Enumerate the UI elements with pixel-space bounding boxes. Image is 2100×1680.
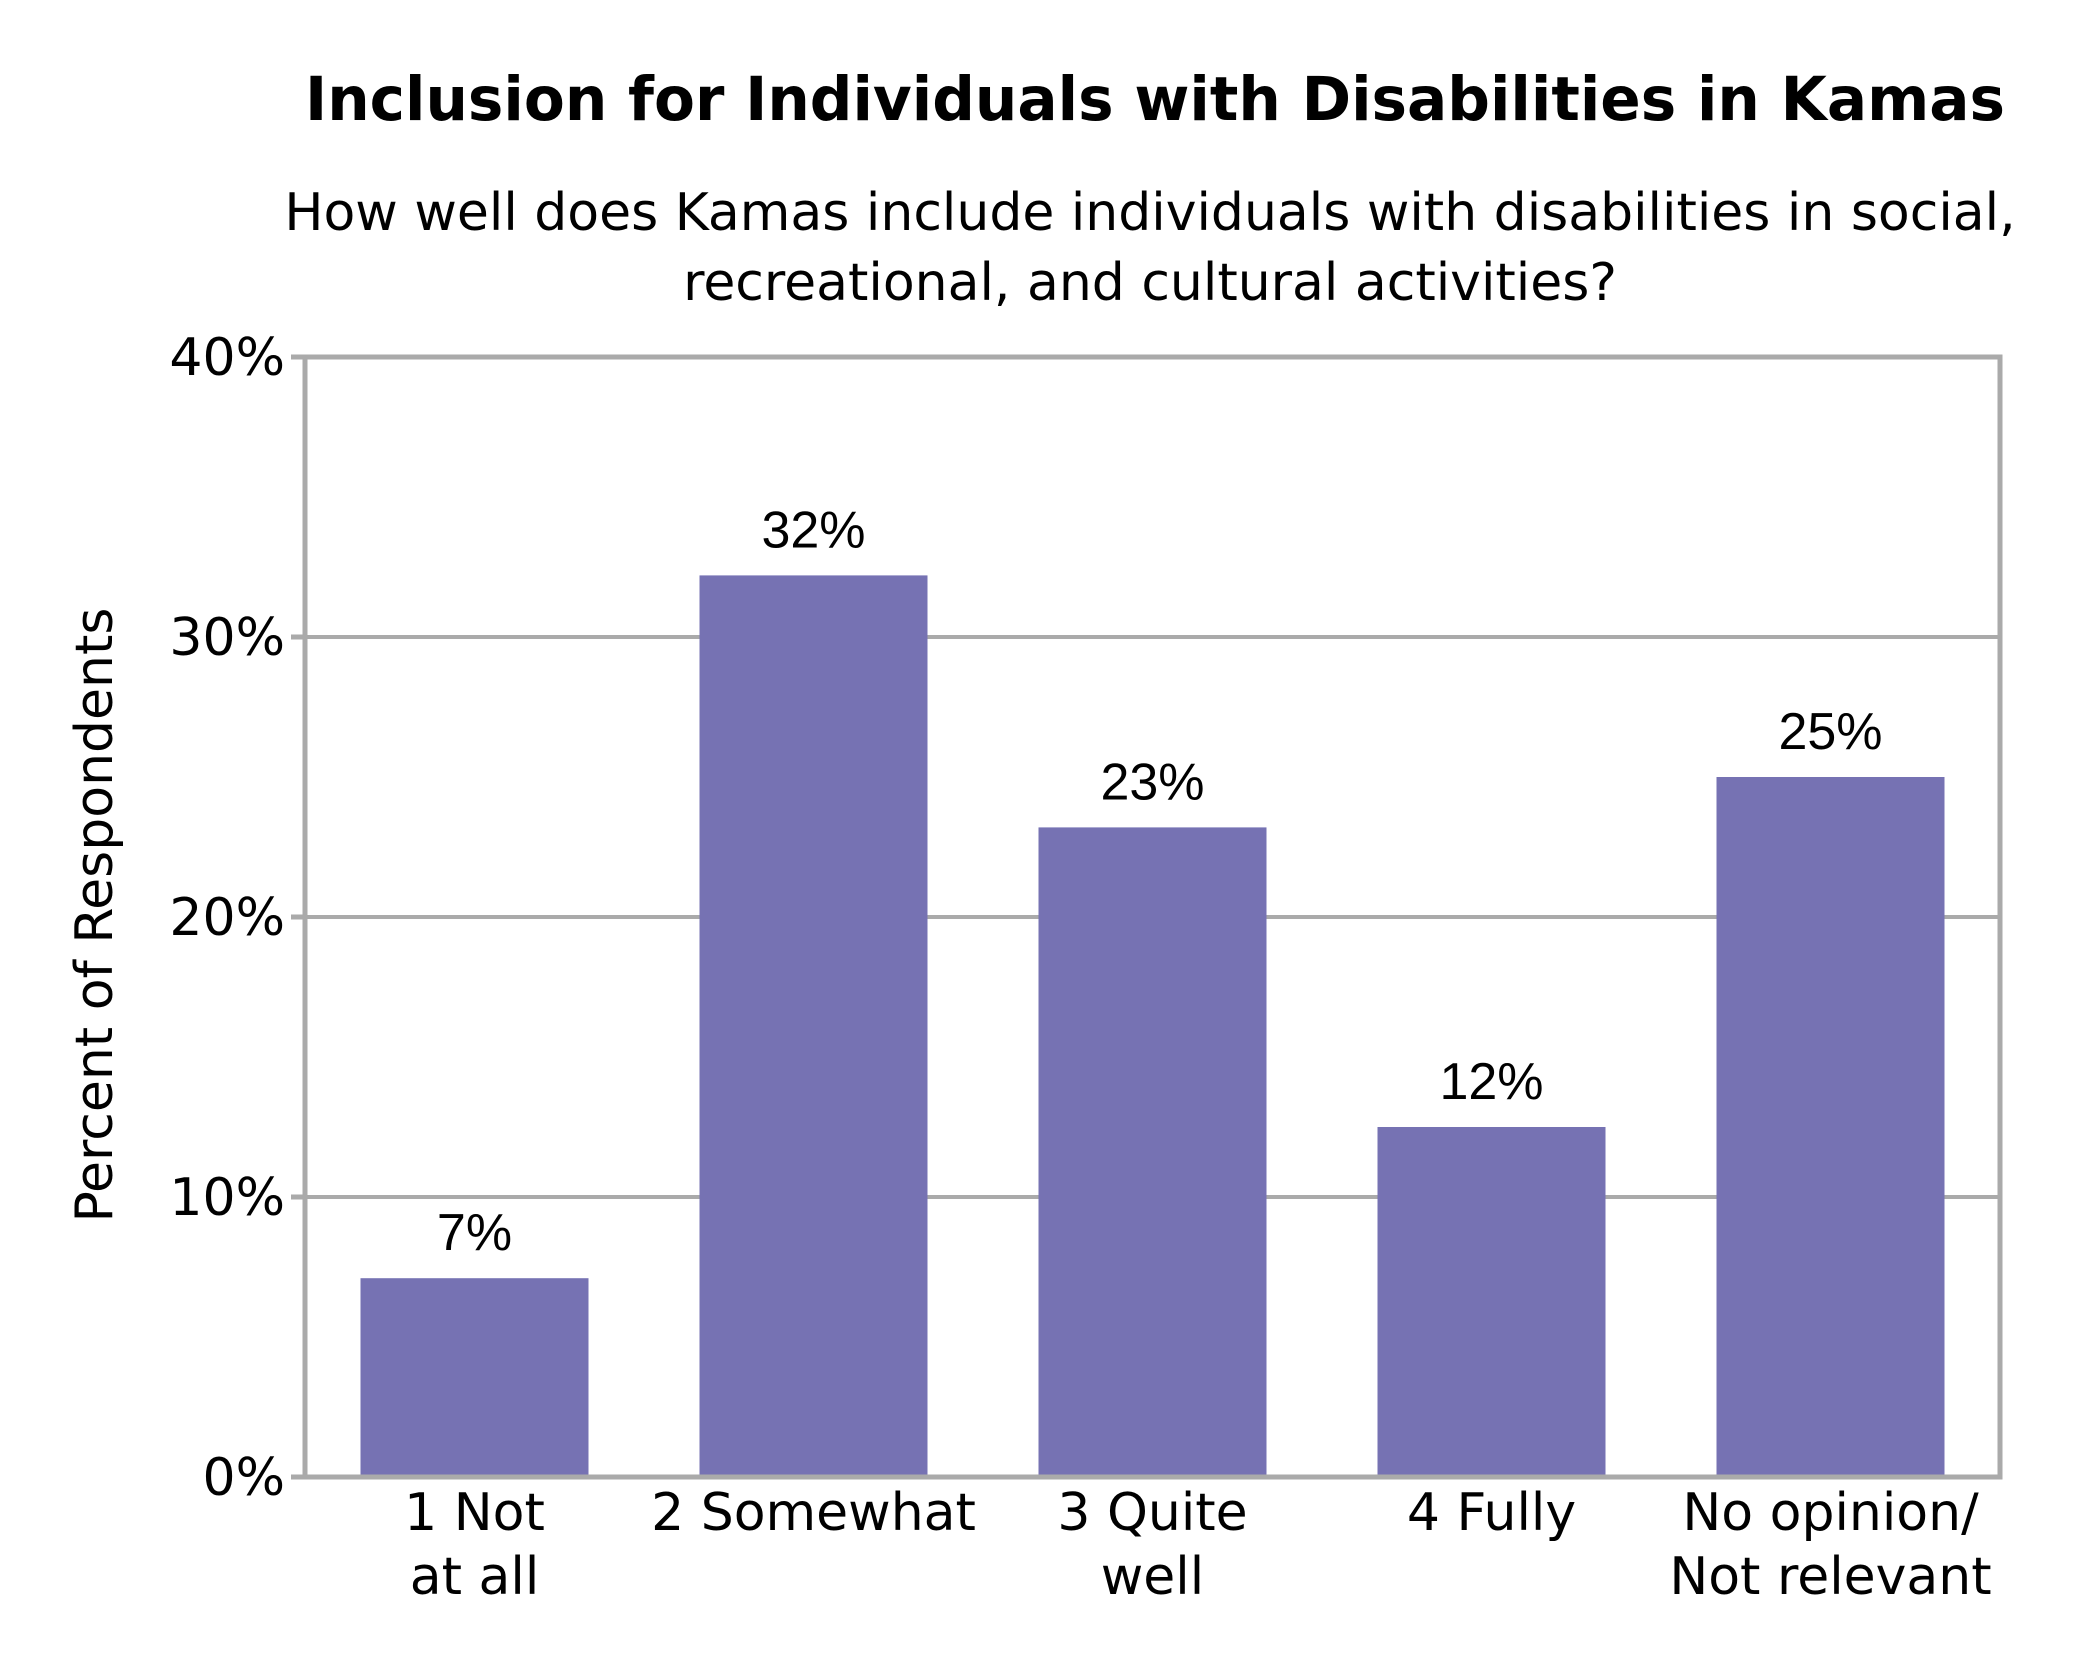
y-tick-label: 40% xyxy=(169,328,285,388)
bars xyxy=(360,575,1945,1477)
bar xyxy=(360,1278,589,1477)
category-label: 2 Somewhat xyxy=(651,1483,976,1543)
y-tick-label: 20% xyxy=(169,888,285,948)
category-label: Not relevant xyxy=(1669,1547,1991,1607)
data-label: 12% xyxy=(1439,1053,1543,1111)
category-label: 3 Quite xyxy=(1057,1483,1247,1543)
chart-subtitle-line-1: How well does Kamas include individuals … xyxy=(284,183,2015,243)
bar xyxy=(1716,777,1945,1477)
data-label: 23% xyxy=(1100,753,1204,811)
bar xyxy=(699,575,928,1477)
y-tick-label: 30% xyxy=(169,608,285,668)
category-label: 4 Fully xyxy=(1407,1483,1576,1543)
y-axis-title: Percent of Respondents xyxy=(65,608,125,1223)
data-label: 25% xyxy=(1778,703,1882,761)
data-labels: 7% 32% 23% 12% 25% xyxy=(437,501,1883,1262)
category-label: at all xyxy=(410,1547,540,1607)
chart-title: Inclusion for Individuals with Disabilit… xyxy=(305,64,2005,135)
data-label: 32% xyxy=(761,501,865,559)
data-label: 7% xyxy=(437,1204,512,1262)
y-tick-label: 0% xyxy=(203,1448,286,1508)
bar xyxy=(1377,1127,1606,1477)
y-tick-label: 10% xyxy=(169,1168,285,1228)
bar xyxy=(1038,827,1267,1477)
chart-subtitle-line-2: recreational, and cultural activities? xyxy=(683,253,1617,313)
category-label: No opinion/ xyxy=(1682,1483,1979,1543)
y-axis-ticks: 0% 10% 20% 30% 40% xyxy=(169,328,305,1508)
category-label: well xyxy=(1101,1547,1204,1607)
category-label: 1 Not xyxy=(404,1483,545,1543)
